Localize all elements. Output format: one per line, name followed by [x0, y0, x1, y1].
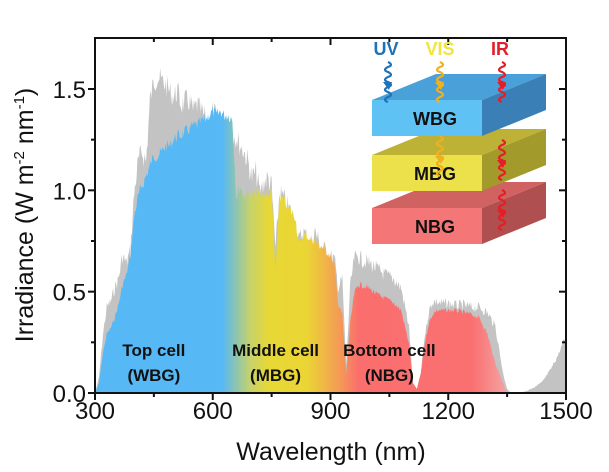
- y-tick-label: 0.0: [53, 381, 86, 408]
- y-axis-title: Irradiance (W m-2 nm-1): [11, 88, 39, 343]
- y-axis-title-sup2: -1: [11, 96, 28, 109]
- x-tick-label: 600: [193, 398, 233, 425]
- inset-layer-wbg: WBG: [372, 74, 546, 136]
- y-tick-label: 1.5: [53, 77, 86, 104]
- y-axis-title-end: ): [11, 88, 39, 96]
- inset-layer-nbg: NBG: [372, 182, 546, 244]
- ir-arrow-nbg-icon-head: [497, 210, 506, 218]
- uv-arrow-icon-head: [383, 82, 392, 90]
- x-tick-label: 1200: [422, 398, 475, 425]
- series-absorbed-spectrum: [95, 106, 566, 393]
- inset-layer-mbg: MBG: [372, 129, 546, 191]
- ir-arrow-mbg-icon-head: [497, 160, 506, 168]
- inset-layer-label: NBG: [415, 217, 455, 237]
- inset-light-label-ir: IR: [491, 39, 509, 59]
- vis-arrow-icon-head: [435, 82, 444, 90]
- inset-layer-label: MBG: [414, 164, 456, 184]
- inset-light-label-uv: UV: [373, 39, 398, 59]
- region-sublabel-0: (WBG): [127, 366, 180, 385]
- vis-arrow-mbg-icon-head: [435, 156, 444, 164]
- inset-light-label-vis: VIS: [425, 39, 454, 59]
- region-label-1: Middle cell: [232, 341, 319, 360]
- region-label-2: Bottom cell: [343, 341, 436, 360]
- y-axis-title-main: Irradiance (W m: [11, 164, 39, 342]
- region-label-0: Top cell: [122, 341, 185, 360]
- y-tick-label: 1.0: [53, 178, 86, 205]
- y-axis-title-sup1: -2: [11, 151, 28, 164]
- inset-layer-label: WBG: [413, 109, 457, 129]
- ir-arrow-icon-head: [497, 82, 506, 90]
- tandem-cell-inset: NBG MBG WBG UV VIS IR: [372, 39, 546, 244]
- x-tick-label: 1500: [539, 398, 592, 425]
- x-tick-label: 900: [310, 398, 350, 425]
- x-axis-title: Wavelength (nm): [236, 438, 425, 466]
- y-axis-title-mid: nm: [11, 109, 39, 151]
- x-tick-label: 300: [75, 398, 115, 425]
- y-tick-label: 0.5: [53, 280, 86, 307]
- region-sublabel-2: (NBG): [365, 366, 414, 385]
- region-sublabel-1: (MBG): [250, 366, 301, 385]
